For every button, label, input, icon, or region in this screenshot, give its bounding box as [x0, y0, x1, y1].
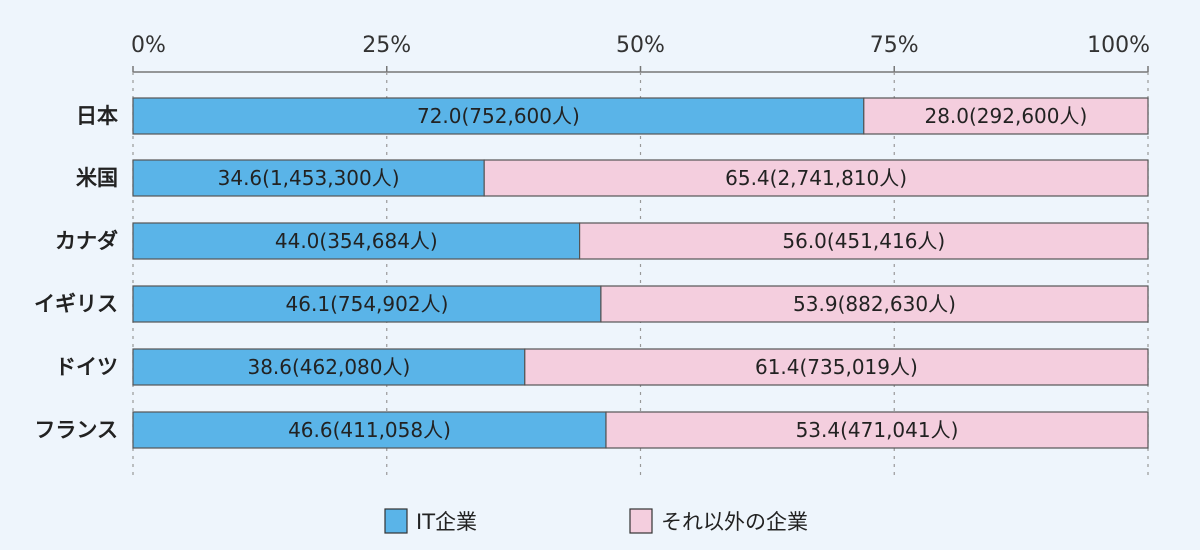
x-tick-label: 25%	[362, 33, 411, 58]
data-label: 34.6(1,453,300人)	[218, 166, 400, 190]
data-label: 53.9(882,630人)	[793, 292, 956, 316]
data-label: 44.0(354,684人)	[275, 229, 438, 253]
data-label: 56.0(451,416人)	[782, 229, 945, 253]
x-tick-label: 50%	[616, 33, 665, 58]
data-label: 72.0(752,600人)	[417, 104, 580, 128]
bar-segment	[578, 222, 1149, 260]
x-tick-label: 0%	[131, 33, 166, 58]
category-label: 米国	[76, 166, 118, 190]
legend-swatch	[629, 508, 653, 534]
x-tick-label: 75%	[870, 33, 919, 58]
category-label: ドイツ	[55, 355, 118, 379]
bar-segment	[132, 97, 865, 135]
bar-segment	[600, 285, 1149, 323]
bar-segment	[132, 222, 581, 260]
legend-swatch	[384, 508, 408, 534]
data-label: 65.4(2,741,810人)	[725, 166, 907, 190]
legend-label: それ以外の企業	[661, 510, 808, 534]
category-label: フランス	[34, 418, 118, 442]
data-label: 38.6(462,080人)	[247, 355, 410, 379]
category-label: イギリス	[34, 292, 118, 316]
bar-segment	[524, 348, 1149, 386]
legend-label: IT企業	[416, 510, 477, 534]
bar-segment	[483, 159, 1149, 197]
data-label: 61.4(735,019人)	[755, 355, 918, 379]
data-label: 28.0(292,600人)	[924, 104, 1087, 128]
data-label: 46.6(411,058人)	[288, 418, 451, 442]
bar-segment	[863, 97, 1149, 135]
category-label: 日本	[76, 104, 118, 128]
category-label: カナダ	[55, 229, 118, 253]
data-label: 46.1(754,902人)	[286, 292, 449, 316]
data-label: 53.4(471,041人)	[796, 418, 959, 442]
bar-segment	[605, 411, 1149, 449]
x-tick-label: 100%	[1087, 33, 1150, 58]
